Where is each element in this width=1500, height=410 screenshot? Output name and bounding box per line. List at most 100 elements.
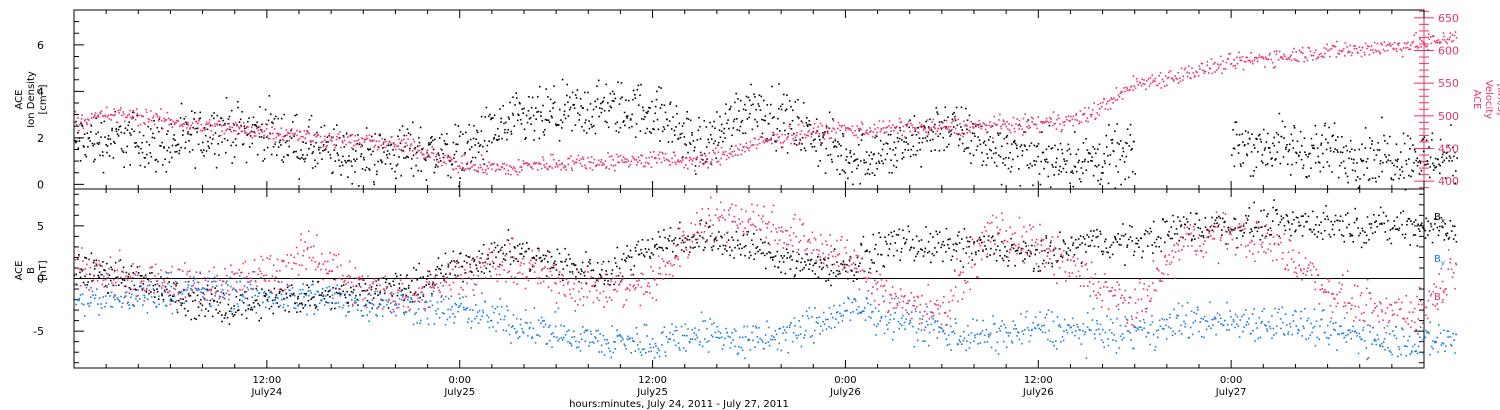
data-point	[380, 144, 383, 147]
data-point	[373, 163, 376, 166]
data-point	[301, 141, 304, 143]
data-point	[776, 139, 779, 142]
data-point	[1052, 111, 1055, 113]
data-point	[326, 144, 328, 147]
data-point	[522, 160, 525, 162]
data-point	[1337, 151, 1339, 153]
data-point	[934, 149, 936, 151]
data-point	[470, 162, 472, 164]
data-point	[1451, 34, 1454, 36]
data-point	[343, 139, 346, 142]
data-point	[488, 161, 490, 164]
data-point	[1289, 56, 1291, 58]
data-point	[709, 121, 711, 124]
data-point	[775, 150, 777, 152]
data-point	[426, 151, 428, 153]
data-point	[1094, 118, 1096, 121]
data-point	[149, 128, 152, 130]
data-point	[932, 131, 934, 133]
data-point	[163, 117, 165, 120]
data-point	[856, 136, 859, 139]
data-point	[1356, 176, 1359, 178]
data-point	[923, 125, 925, 127]
data-point	[1089, 152, 1091, 155]
data-point	[889, 133, 892, 136]
data-point	[358, 143, 361, 146]
data-point	[87, 137, 90, 140]
data-point	[302, 141, 305, 143]
data-point	[217, 124, 219, 126]
data-point	[124, 127, 127, 129]
data-point	[261, 131, 264, 133]
data-point	[277, 146, 280, 148]
data-point	[1074, 131, 1076, 133]
data-point	[1111, 98, 1113, 101]
data-point	[425, 179, 428, 181]
data-point	[187, 133, 189, 135]
data-point	[373, 146, 375, 148]
data-point	[824, 172, 827, 174]
data-point	[581, 156, 584, 159]
data-point	[1044, 159, 1046, 161]
data-point	[345, 161, 347, 164]
data-point	[1203, 72, 1206, 75]
data-point	[1170, 77, 1173, 80]
data-point	[844, 127, 847, 129]
data-point	[313, 145, 315, 148]
data-point	[307, 126, 310, 128]
data-point	[1129, 88, 1131, 91]
data-point	[1030, 142, 1033, 144]
data-point	[1142, 82, 1144, 85]
data-point	[1095, 117, 1097, 120]
data-point	[1318, 162, 1321, 164]
data-point	[1360, 159, 1363, 162]
data-point	[1344, 172, 1347, 175]
data-point	[327, 141, 329, 143]
data-point	[1354, 149, 1356, 151]
data-point	[961, 132, 964, 134]
data-point	[201, 130, 204, 132]
data-point	[901, 139, 903, 141]
data-point	[1392, 179, 1395, 181]
data-point	[1058, 117, 1060, 119]
data-point	[781, 103, 784, 106]
data-point	[393, 145, 396, 148]
data-point	[388, 153, 391, 155]
data-point	[221, 130, 223, 132]
data-point	[832, 141, 834, 143]
data-point	[634, 136, 637, 138]
data-point	[1041, 131, 1043, 133]
data-point	[1252, 62, 1254, 65]
data-point	[889, 148, 891, 150]
data-point	[665, 158, 668, 160]
data-point	[391, 167, 393, 170]
data-point	[671, 157, 673, 160]
data-point	[752, 103, 754, 106]
data-point	[625, 99, 627, 101]
data-point	[1188, 72, 1190, 74]
data-point	[1416, 164, 1419, 167]
data-point	[1348, 157, 1350, 160]
data-point	[1137, 84, 1139, 86]
data-point	[858, 129, 861, 132]
data-point	[739, 125, 742, 128]
data-point	[380, 160, 383, 163]
data-point	[1234, 67, 1237, 70]
data-point	[477, 171, 479, 173]
data-point	[143, 156, 146, 159]
data-point	[789, 123, 791, 126]
data-point	[1164, 85, 1166, 87]
data-point	[469, 167, 471, 169]
data-point	[849, 127, 851, 130]
data-point	[1288, 149, 1291, 151]
data-point	[1060, 171, 1063, 173]
data-point	[348, 155, 350, 157]
data-point	[857, 164, 859, 167]
data-point	[1158, 75, 1160, 77]
data-point	[277, 135, 280, 137]
data-point	[770, 103, 772, 106]
data-point	[982, 122, 985, 124]
data-point	[346, 160, 349, 162]
data-point	[163, 120, 166, 122]
